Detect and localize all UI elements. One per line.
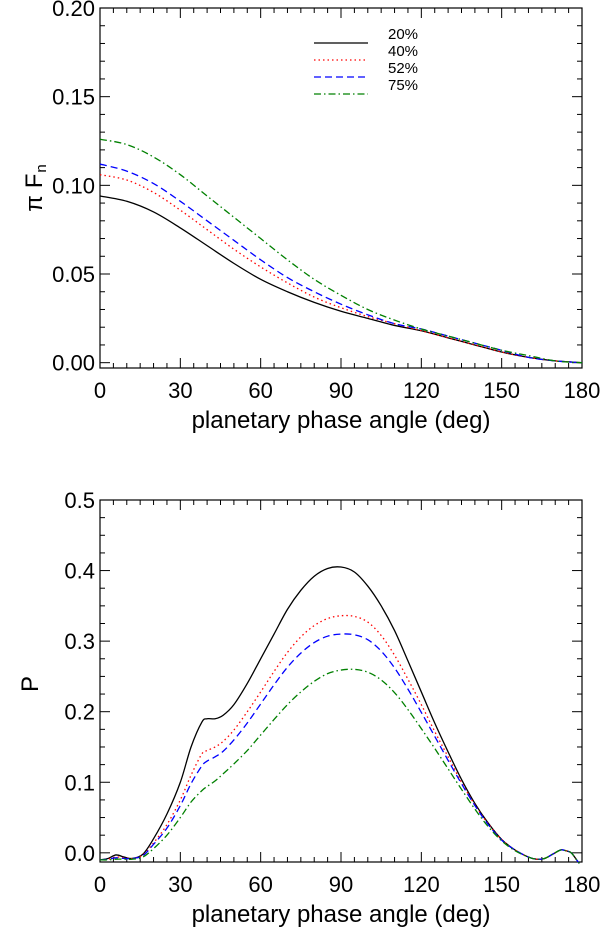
- x-tick-label: 90: [329, 872, 353, 897]
- x-tick-label: 30: [168, 378, 192, 403]
- series-line-40pct: [99, 614, 580, 864]
- y-tick-label: 0.2: [64, 700, 95, 725]
- series-line-20pct: [99, 195, 583, 364]
- y-tick-label: 0.15: [52, 85, 95, 110]
- y-title-pi: π: [21, 195, 48, 212]
- series-line-75pct: [99, 138, 583, 364]
- y-tick-label: 0.4: [64, 559, 95, 584]
- y-tick-label: 0.10: [52, 173, 95, 198]
- legend-label: 75%: [388, 77, 418, 94]
- y-tick-label: 0.3: [64, 629, 95, 654]
- x-tick-label: 180: [564, 378, 600, 403]
- y-tick-label: 0.00: [52, 351, 95, 376]
- x-tick-label: 120: [403, 872, 440, 897]
- flux-curves: [99, 138, 583, 364]
- x-tick-label: 90: [329, 378, 353, 403]
- x-tick-label: 120: [403, 378, 440, 403]
- polarization-plot-frame: [99, 499, 583, 863]
- flux-tick-labels: 0 30 60 90 120 150 180 0.00 0.05 0.10 0.15 0.20: [52, 0, 600, 403]
- x-tick-label: 30: [168, 872, 192, 897]
- flux-axis-ticks: [99, 7, 583, 368]
- y-title-f: F: [21, 174, 48, 189]
- legend: 20%40%52%75%: [314, 26, 418, 95]
- x-tick-label: 60: [248, 872, 272, 897]
- polarization-y-axis-title: P: [17, 676, 44, 692]
- y-tick-label: 0.0: [64, 841, 95, 866]
- x-tick-label: 150: [483, 378, 520, 403]
- series-line-52pct: [99, 163, 583, 364]
- polarization-axis-ticks: [99, 499, 583, 862]
- x-tick-label: 150: [483, 872, 520, 897]
- polarization-curves: [99, 566, 580, 864]
- x-tick-label: 180: [564, 872, 600, 897]
- polarization-tick-labels: 0 30 60 90 120 150 180 0.0 0.1 0.2 0.3 0.4 0.5: [64, 488, 600, 897]
- series-line-40pct: [99, 174, 583, 364]
- y-tick-label: 0.5: [64, 488, 95, 513]
- y-tick-label: 0.05: [52, 262, 95, 287]
- x-tick-label: 60: [248, 378, 272, 403]
- series-line-20pct: [99, 566, 580, 864]
- flux-plot-frame: [99, 7, 583, 369]
- flux-x-axis-title: planetary phase angle (deg): [192, 407, 491, 434]
- y-title-subscript: n: [33, 164, 50, 172]
- y-tick-label: 0.1: [64, 770, 95, 795]
- legend-label: 40%: [388, 43, 418, 60]
- series-line-75pct: [99, 668, 580, 864]
- flux-panel: 0 30 60 90 120 150 180 0.00 0.05 0.10 0.15 0.20 20%…: [21, 0, 600, 434]
- y-tick-label: 0.20: [52, 0, 95, 21]
- flux-y-axis-title: πFn: [21, 164, 50, 212]
- polarization-panel: 0 30 60 90 120 150 180 0.0 0.1 0.2 0.3 0.4 0.5 plane…: [17, 488, 600, 928]
- x-tick-label: 0: [94, 378, 106, 403]
- legend-label: 52%: [388, 60, 418, 77]
- legend-label: 20%: [388, 26, 418, 43]
- polarization-x-axis-title: planetary phase angle (deg): [192, 901, 491, 928]
- x-tick-label: 0: [94, 872, 106, 897]
